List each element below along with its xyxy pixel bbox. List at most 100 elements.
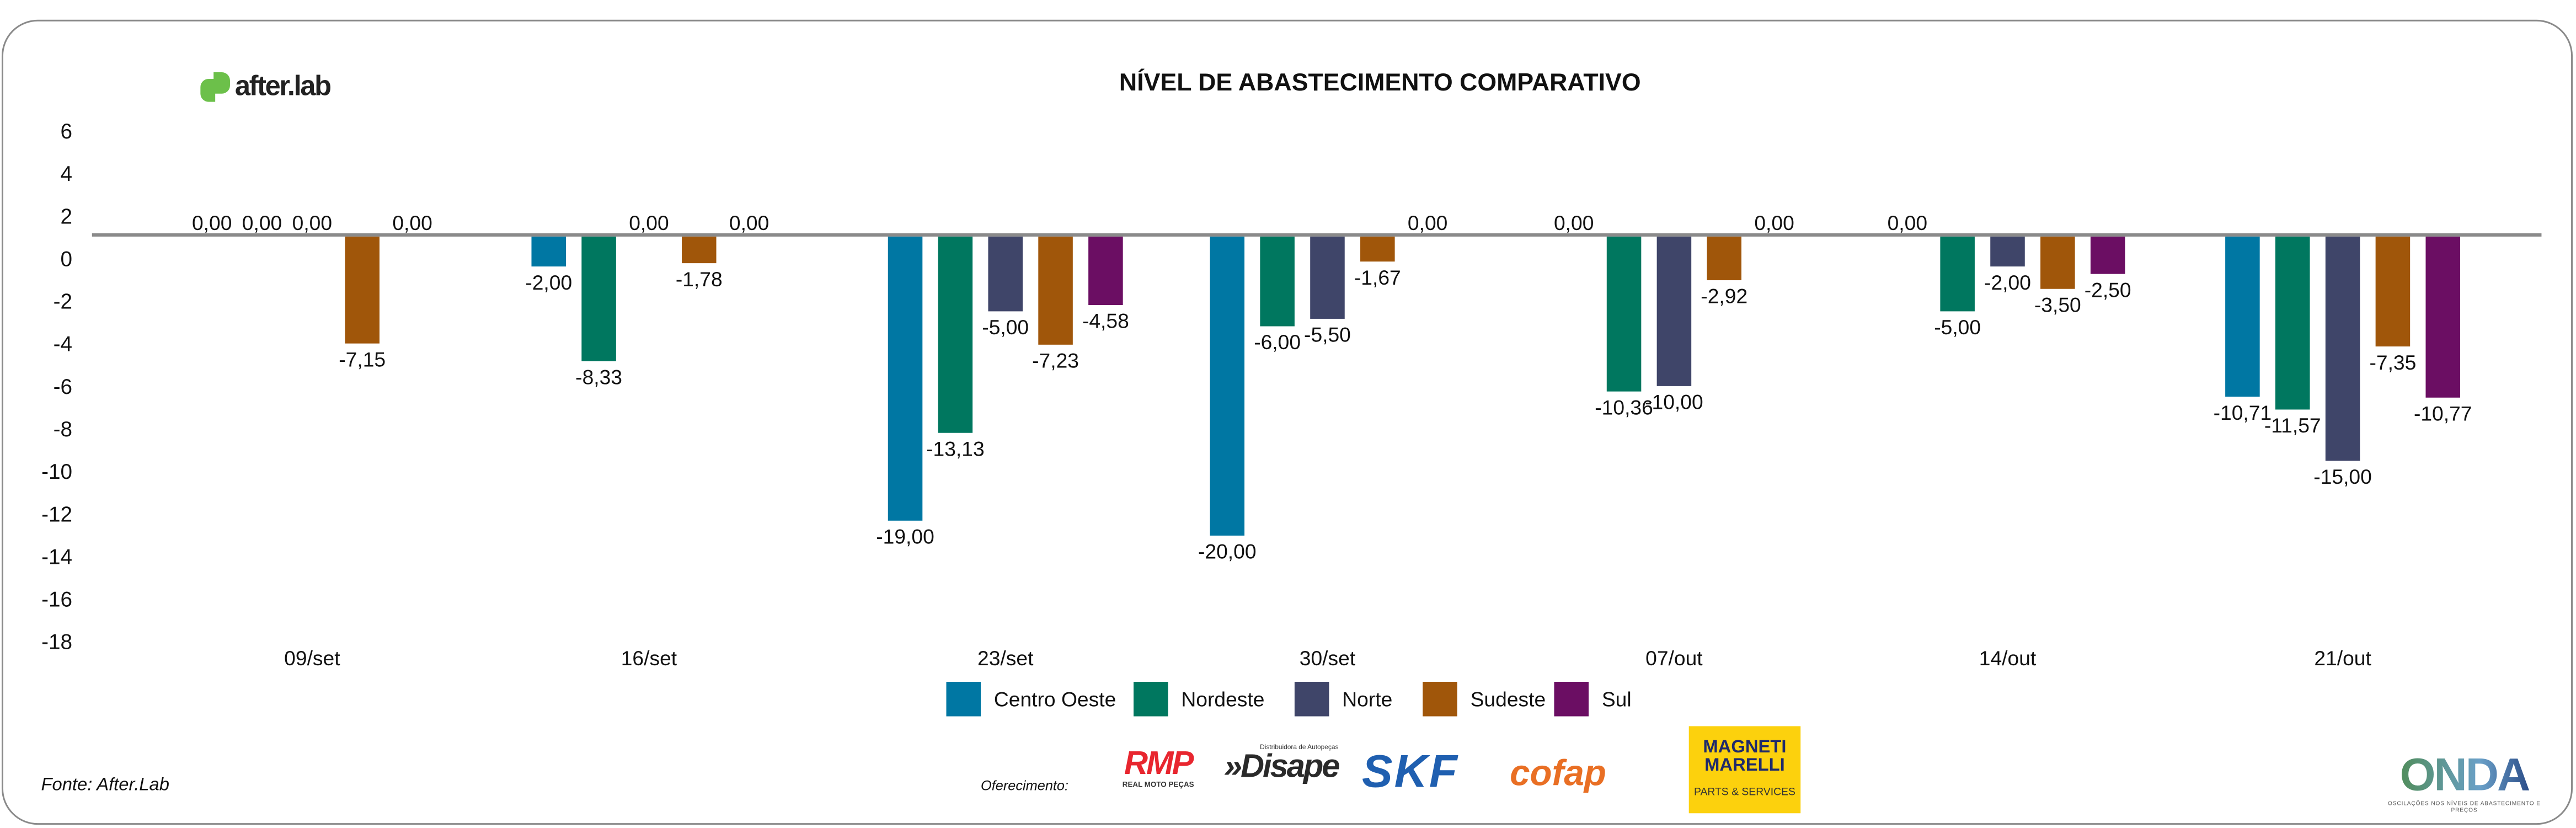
onda-logo: ONDA OSCILAÇÕES NOS NÍVEIS DE ABASTECIME… bbox=[2387, 750, 2541, 814]
bar-sudeste bbox=[2040, 236, 2075, 289]
x-category-label: 23/set bbox=[977, 647, 1034, 670]
disape-logo-text: »Disape bbox=[1223, 749, 1340, 786]
y-tick-label: -2 bbox=[54, 290, 72, 314]
data-label: -4,58 bbox=[1082, 309, 1129, 333]
bar-centro-oeste bbox=[531, 236, 566, 267]
data-label: -20,00 bbox=[1198, 540, 1257, 563]
rmp-logo: RMP REAL MOTO PEÇAS bbox=[1110, 747, 1206, 788]
bar-sul bbox=[2090, 236, 2125, 274]
bar-nordeste bbox=[1606, 236, 1642, 392]
source-note: Fonte: After.Lab bbox=[41, 775, 169, 795]
data-label: -19,00 bbox=[876, 525, 934, 548]
data-label: 0,00 bbox=[1888, 211, 1927, 234]
afterlab-logo: after.lab bbox=[200, 71, 332, 104]
x-category-label: 21/out bbox=[2314, 647, 2371, 670]
bar-centro-oeste bbox=[888, 236, 923, 521]
data-label: 0,00 bbox=[629, 211, 669, 234]
chart-legend: Centro Oeste Nordeste Norte Sudeste Sul bbox=[0, 681, 2576, 718]
data-label: -6,00 bbox=[1254, 330, 1301, 354]
x-category-label: 30/set bbox=[1300, 647, 1356, 670]
rmp-logo-subtext: REAL MOTO PEÇAS bbox=[1122, 780, 1194, 789]
bar-norte bbox=[1990, 236, 2025, 267]
data-label: -1,67 bbox=[1354, 266, 1401, 289]
data-label: 0,00 bbox=[292, 211, 332, 234]
data-label: -5,50 bbox=[1304, 323, 1351, 346]
bar-sudeste bbox=[1707, 236, 1742, 281]
data-label: 0,00 bbox=[1408, 211, 1447, 234]
data-label: -3,50 bbox=[2034, 293, 2081, 316]
skf-logo: SKF bbox=[1362, 746, 1459, 797]
card-frame bbox=[1, 19, 2573, 825]
data-label: -13,13 bbox=[926, 437, 985, 460]
y-tick-label: -10 bbox=[41, 460, 72, 484]
legend-label: Centro Oeste bbox=[993, 687, 1116, 711]
data-label: -2,50 bbox=[2085, 278, 2131, 301]
data-label: -8,33 bbox=[575, 365, 622, 388]
y-tick-label: 6 bbox=[61, 120, 73, 143]
bar-sudeste bbox=[2375, 236, 2411, 347]
bar-nordeste bbox=[1260, 236, 1295, 327]
onda-logo-subtext: OSCILAÇÕES NOS NÍVEIS DE ABASTECIMENTO E… bbox=[2388, 800, 2541, 814]
y-tick-label: -16 bbox=[41, 588, 72, 612]
rmp-logo-text: RMP bbox=[1124, 746, 1194, 782]
bar-nordeste bbox=[581, 236, 616, 361]
afterlab-logo-text: after.lab bbox=[234, 71, 332, 102]
afterlab-logo-icon bbox=[200, 72, 230, 102]
magneti-logo-subtext: PARTS & SERVICES bbox=[1693, 787, 1795, 799]
legend-label: Sudeste bbox=[1470, 687, 1546, 711]
y-tick-label: -14 bbox=[41, 545, 72, 569]
legend-item: Nordeste bbox=[1134, 681, 1265, 717]
legend-swatch bbox=[946, 681, 981, 717]
legend-item: Centro Oeste bbox=[946, 681, 1116, 717]
onda-logo-text: ONDA bbox=[2387, 750, 2541, 800]
legend-label: Sul bbox=[1601, 687, 1632, 711]
x-category-label: 16/set bbox=[621, 647, 677, 670]
y-tick-label: -18 bbox=[41, 631, 72, 654]
legend-swatch bbox=[1134, 681, 1168, 717]
data-label: -15,00 bbox=[2313, 465, 2372, 488]
x-category-label: 14/out bbox=[1979, 647, 2037, 670]
data-label: -7,15 bbox=[339, 348, 386, 371]
data-label: 0,00 bbox=[1554, 211, 1594, 234]
magneti-logo-text: MAGNETI MARELLI bbox=[1703, 738, 1787, 776]
y-tick-label: 2 bbox=[61, 205, 73, 228]
legend-label: Norte bbox=[1342, 687, 1393, 711]
bar-sudeste bbox=[1360, 236, 1395, 262]
data-label: 0,00 bbox=[392, 211, 432, 234]
bar-norte bbox=[988, 236, 1023, 312]
data-label: 0,00 bbox=[242, 211, 282, 234]
y-tick-label: -12 bbox=[41, 503, 72, 526]
legend-item: Sudeste bbox=[1423, 681, 1546, 717]
bar-centro-oeste bbox=[1210, 236, 1245, 536]
data-label: -10,00 bbox=[1645, 391, 1703, 414]
bar-sudeste bbox=[345, 236, 380, 344]
bar-norte bbox=[1310, 236, 1345, 319]
bar-sul bbox=[2425, 236, 2461, 398]
legend-swatch bbox=[1554, 681, 1589, 717]
magneti-marelli-logo: MAGNETI MARELLI PARTS & SERVICES bbox=[1688, 726, 1801, 814]
legend-item: Norte bbox=[1294, 681, 1393, 717]
y-tick-label: 0 bbox=[61, 247, 73, 271]
bar-sul bbox=[1088, 236, 1123, 306]
bar-norte bbox=[2325, 236, 2360, 461]
data-label: 0,00 bbox=[192, 211, 232, 234]
y-tick-label: -8 bbox=[54, 418, 72, 441]
y-tick-label: -4 bbox=[54, 333, 72, 356]
bar-nordeste bbox=[1940, 236, 1975, 312]
cofap-logo: cofap bbox=[1510, 752, 1606, 794]
data-label: -7,23 bbox=[1032, 349, 1079, 372]
data-label: -10,77 bbox=[2414, 402, 2472, 425]
legend-swatch bbox=[1294, 681, 1329, 717]
data-label: -2,00 bbox=[525, 271, 572, 294]
data-label: -1,78 bbox=[676, 268, 723, 291]
y-tick-label: -6 bbox=[54, 375, 72, 399]
disape-logo: Distribuidora de Autopeças »Disape bbox=[1223, 742, 1340, 786]
x-category-label: 07/out bbox=[1645, 647, 1703, 670]
disape-logo-subtext: Distribuidora de Autopeças bbox=[1260, 742, 1339, 751]
legend-label: Nordeste bbox=[1181, 687, 1265, 711]
legend-swatch bbox=[1423, 681, 1457, 717]
data-label: 0,00 bbox=[1754, 211, 1794, 234]
data-label: -2,92 bbox=[1701, 285, 1747, 308]
